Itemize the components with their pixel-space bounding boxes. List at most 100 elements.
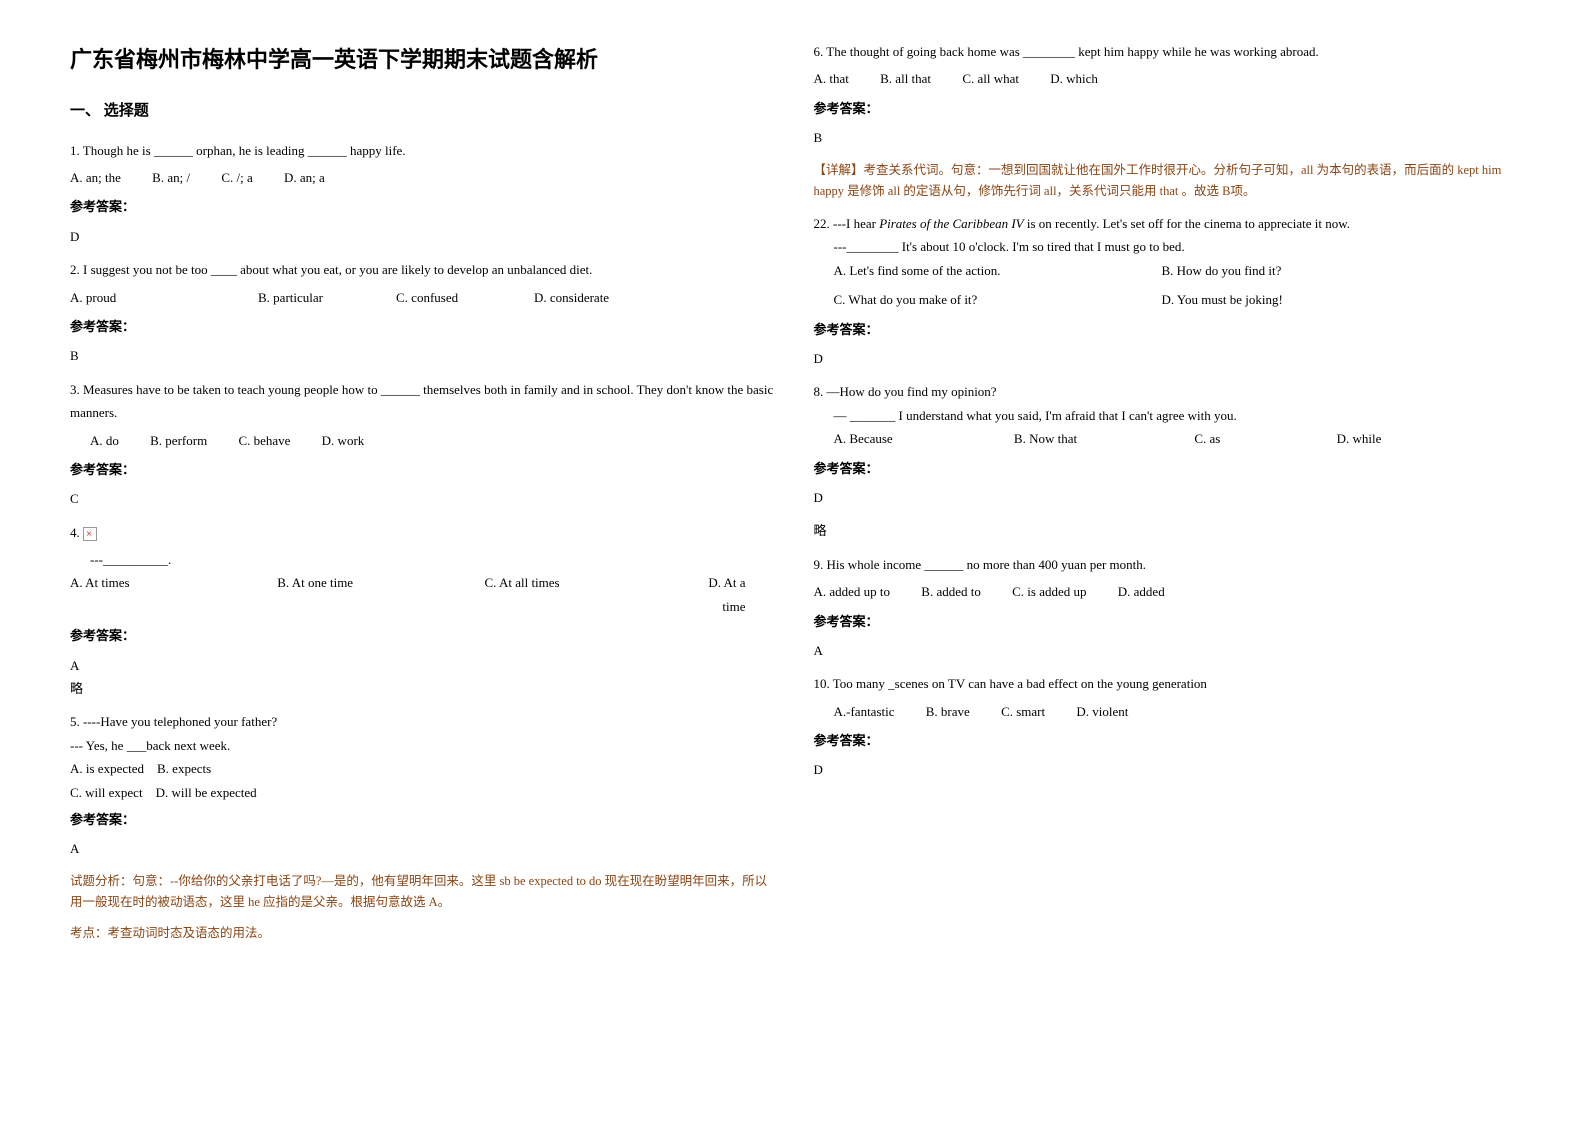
q4-opt-d: D. At a time [692,571,746,618]
q4-dash: ---__________. [90,548,774,571]
q1-opt-d: D. an; a [284,166,325,189]
q1-opt-b: B. an; / [152,166,190,189]
q6-options: A. that B. all that C. all what D. which [814,67,1518,90]
q2-text: 2. I suggest you not be too ____ about w… [70,258,774,281]
q22-opts-ab: A. Let's find some of the action. B. How… [834,259,1518,282]
q4-opt-b: B. At one time [277,571,456,618]
q10-opt-d: D. violent [1076,700,1128,723]
q10-answer: D [814,758,1518,781]
q2-opt-c: C. confused [396,286,506,309]
q4-number: 4. [70,525,80,540]
q3-text: 3. Measures have to be taken to teach yo… [70,378,774,425]
q6-answer: B [814,126,1518,149]
answer-label: 参考答案： [814,97,1518,120]
question-1: 1. Though he is ______ orphan, he is lea… [70,139,774,249]
q4-answer: A [70,654,774,677]
q6-explain: 【详解】考查关系代词。句意：一想到回国就让他在国外工作时很开心。分析句子可知，a… [814,160,1518,203]
question-3: 3. Measures have to be taken to teach yo… [70,378,774,511]
q10-opt-c: C. smart [1001,700,1045,723]
q5-line1: 5. ----Have you telephoned your father? [70,710,774,733]
q9-opt-a: A. added up to [814,580,891,603]
q3-options: A. do B. perform C. behave D. work [90,429,774,452]
q8-options: A. Because B. Now that C. as D. while [834,427,1518,450]
answer-label: 参考答案： [814,610,1518,633]
q3-opt-c: C. behave [238,429,290,452]
right-column: 6. The thought of going back home was __… [794,40,1538,1082]
q4-brief: 略 [70,677,774,700]
answer-label: 参考答案： [70,195,774,218]
q22-opt-c: C. What do you make of it? [834,288,1134,311]
left-column: 广东省梅州市梅林中学高一英语下学期期末试题含解析 一、 选择题 1. Thoug… [50,40,794,1082]
q5-explain2: 考点：考查动词时态及语态的用法。 [70,923,774,944]
q9-opt-c: C. is added up [1012,580,1086,603]
answer-label: 参考答案： [814,729,1518,752]
q9-text: 9. His whole income ______ no more than … [814,553,1518,576]
q6-text: 6. The thought of going back home was __… [814,40,1518,63]
q2-options: A. proud B. particular C. confused D. co… [70,286,774,309]
q2-answer: B [70,344,774,367]
q8-line1: 8. —How do you find my opinion? [814,380,1518,403]
q1-opt-a: A. an; the [70,166,121,189]
answer-label: 参考答案： [70,808,774,831]
q6-opt-a: A. that [814,67,849,90]
q2-opt-b: B. particular [258,286,368,309]
q22-line2: ---________ It's about 10 o'clock. I'm s… [834,235,1518,258]
q22-opts-cd: C. What do you make of it? D. You must b… [834,288,1518,311]
q9-answer: A [814,639,1518,662]
q8-opt-b: B. Now that [1014,427,1166,450]
q5-opt-a: A. is expected [70,761,144,776]
q4-options: A. At times B. At one time C. At all tim… [70,571,774,618]
q22-opt-b: B. How do you find it? [1162,259,1282,282]
q3-answer: C [70,487,774,510]
q6-opt-c: C. all what [962,67,1019,90]
q10-opt-b: B. brave [926,700,970,723]
q9-opt-d: D. added [1118,580,1165,603]
q5-line2: --- Yes, he ___back next week. [70,734,774,757]
q1-opt-c: C. /; a [221,166,252,189]
q8-opt-a: A. Because [834,427,986,450]
q9-opt-b: B. added to [921,580,981,603]
section-heading: 一、 选择题 [70,98,774,125]
answer-label: 参考答案： [70,315,774,338]
q8-opt-c: C. as [1194,427,1308,450]
question-10: 10. Too many _scenes on TV can have a ba… [814,672,1518,782]
q1-answer: D [70,225,774,248]
q10-opt-a: A.-fantastic [834,700,895,723]
q22-answer: D [814,347,1518,370]
question-8: 8. —How do you find my opinion? — ______… [814,380,1518,542]
q5-explain1: 试题分析：句意：--你给你的父亲打电话了吗?—是的，他有望明年回来。这里 sb … [70,871,774,914]
q8-answer: D [814,486,1518,509]
q3-opt-a: A. do [90,429,119,452]
q22-opt-a: A. Let's find some of the action. [834,259,1134,282]
q6-opt-b: B. all that [880,67,931,90]
q22-opt-d: D. You must be joking! [1162,288,1283,311]
q1-text: 1. Though he is ______ orphan, he is lea… [70,139,774,162]
question-6: 6. The thought of going back home was __… [814,40,1518,202]
answer-label: 参考答案： [70,458,774,481]
q4-num: 4. [70,521,774,544]
q2-opt-d: D. considerate [534,286,694,309]
answer-label: 参考答案： [70,624,774,647]
q3-opt-b: B. perform [150,429,207,452]
page-title: 广东省梅州市梅林中学高一英语下学期期末试题含解析 [70,40,774,80]
question-22: 22. ---I hear Pirates of the Caribbean I… [814,212,1518,370]
q8-opt-d: D. while [1337,427,1489,450]
q2-opt-a: A. proud [70,286,230,309]
answer-label: 参考答案： [814,457,1518,480]
q5-opt-b: B. expects [157,761,211,776]
q1-options: A. an; the B. an; / C. /; a D. an; a [70,166,774,189]
q9-options: A. added up to B. added to C. is added u… [814,580,1518,603]
q5-opts-ab: A. is expected B. expects [70,757,774,780]
q8-line2: — _______ I understand what you said, I'… [834,404,1518,427]
q3-opt-d: D. work [322,429,365,452]
q8-brief: 略 [814,519,1518,542]
q22-line1: 22. ---I hear Pirates of the Caribbean I… [814,212,1518,235]
q4-opt-c: C. At all times [485,571,664,618]
q5-opts-cd: C. will expect D. will be expected [70,781,774,804]
question-9: 9. His whole income ______ no more than … [814,553,1518,663]
question-2: 2. I suggest you not be too ____ about w… [70,258,774,368]
broken-image-icon [83,527,97,541]
q5-opt-c: C. will expect [70,785,143,800]
q4-opt-a: A. At times [70,571,249,618]
q10-text: 10. Too many _scenes on TV can have a ba… [814,672,1518,695]
